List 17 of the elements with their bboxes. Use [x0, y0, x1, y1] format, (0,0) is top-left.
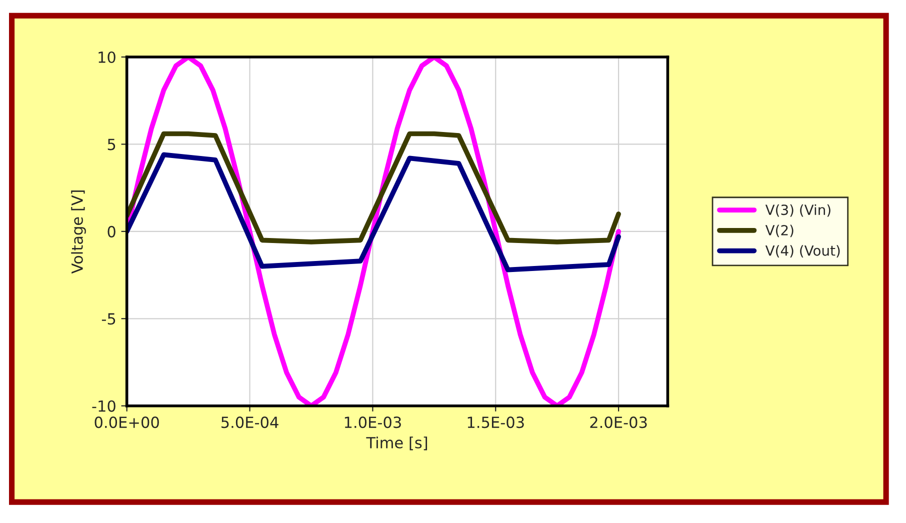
legend-label: V(2)	[765, 224, 794, 238]
y-tick-label: -5	[102, 313, 116, 325]
legend-label: V(3) (Vin)	[765, 204, 830, 217]
y-tick-label: 10	[98, 51, 116, 64]
legend-label: V(4) (Vout)	[765, 245, 840, 258]
x-tick-label: 1.0E-03	[344, 416, 401, 428]
x-tick-label: 5.0E-04	[221, 416, 278, 428]
line-series	[126, 131, 621, 244]
x-tick-label: 0.0E+00	[94, 416, 159, 428]
x-tick-label: 2.0E-03	[590, 416, 647, 428]
y-axis-title: Voltage [V]	[71, 190, 86, 274]
y-tick-label: 0	[108, 226, 116, 238]
x-axis-title: Time [s]	[366, 436, 428, 450]
line-series	[126, 152, 621, 272]
x-tick-label: 1.5E-03	[468, 416, 524, 428]
y-tick-label: 5	[108, 138, 116, 150]
y-tick-label: -10	[92, 400, 116, 412]
